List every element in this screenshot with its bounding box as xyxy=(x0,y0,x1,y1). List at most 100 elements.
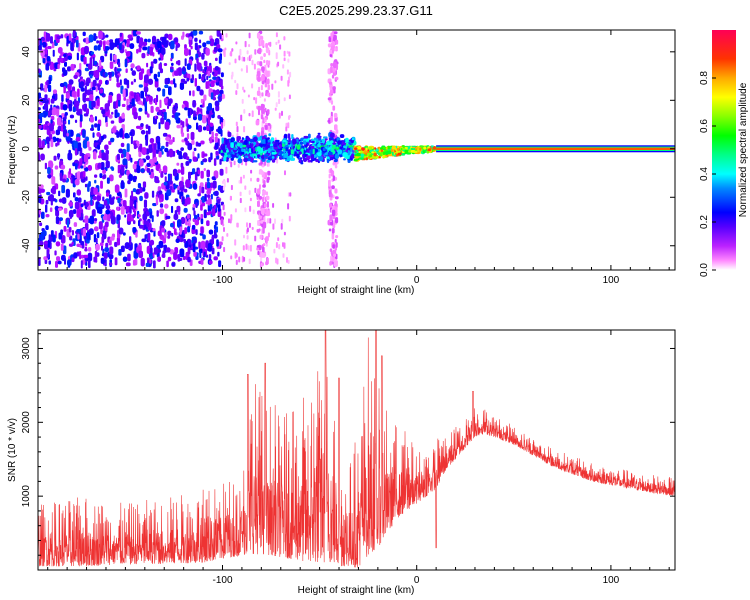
spectrogram-cell xyxy=(262,184,266,188)
spectrogram-cell xyxy=(197,169,201,175)
spectrogram-cell xyxy=(88,228,94,235)
spectrogram-cell xyxy=(62,178,67,183)
spectrogram-cell xyxy=(272,203,275,208)
spectrogram-cell xyxy=(161,145,165,150)
spectrogram-cell xyxy=(157,256,162,262)
spectrogram-cell xyxy=(144,111,148,115)
spectrogram-cell xyxy=(265,60,269,66)
spectrogram-cell xyxy=(55,129,61,136)
spectrogram-cell xyxy=(274,107,277,111)
spectrogram-cell xyxy=(184,227,188,234)
spectrogram-cell xyxy=(61,124,64,132)
spectrogram-cell xyxy=(197,193,201,197)
spectrogram-cell xyxy=(102,169,107,174)
spectrogram-cell xyxy=(108,239,112,246)
spectrogram-cell xyxy=(132,227,137,233)
spectrogram-cell xyxy=(265,144,270,149)
spectrogram-cell xyxy=(185,197,191,205)
spectrogram-cell xyxy=(159,208,165,215)
spectrogram-cell xyxy=(230,142,234,148)
spectrogram-cell xyxy=(82,139,88,149)
spectrogram-xtick-label: 100 xyxy=(603,275,620,286)
spectrogram-cell xyxy=(109,53,113,62)
spectrogram-cell xyxy=(197,113,203,121)
spectrogram-cell xyxy=(105,116,108,124)
spectrogram-cell xyxy=(280,75,283,81)
spectrogram-cell xyxy=(132,188,137,193)
spectrogram-cell xyxy=(105,209,111,215)
spectrogram-cell xyxy=(43,103,49,110)
spectrogram-cell xyxy=(196,62,202,71)
spectrogram-cell xyxy=(306,155,311,160)
spectrogram-cell xyxy=(260,85,263,91)
spectrogram-cell xyxy=(67,66,72,72)
spectrogram-cell xyxy=(77,197,82,203)
spectrogram-cell xyxy=(141,187,146,192)
spectrogram-cell xyxy=(282,64,285,69)
spectrogram-cell xyxy=(177,254,181,262)
spectrogram-cell xyxy=(317,149,320,153)
spectrogram-cell xyxy=(262,226,265,234)
spectrogram-cell xyxy=(329,149,332,152)
spectrogram-cell xyxy=(116,132,120,138)
spectrogram-cell xyxy=(329,49,333,54)
spectrogram-cell xyxy=(84,215,89,224)
spectrogram-cell xyxy=(182,31,185,38)
spectrogram-cell xyxy=(230,214,233,221)
spectrogram-cell xyxy=(248,156,252,159)
spectrogram-cell xyxy=(191,224,196,230)
snr-xlabel: Height of straight line (km) xyxy=(298,585,415,596)
spectrogram-cell xyxy=(187,256,191,263)
spectrogram-cell xyxy=(72,174,75,184)
spectrogram-cell xyxy=(221,137,224,143)
spectrogram-cell xyxy=(100,162,105,171)
snr-ytick-label: 2000 xyxy=(21,411,32,434)
spectrogram-cell xyxy=(323,136,328,139)
spectrogram-cell xyxy=(121,113,125,119)
spectrogram-cell xyxy=(93,45,98,51)
spectrogram-cell xyxy=(211,176,216,181)
spectrogram-cell xyxy=(345,143,349,146)
spectrogram-cell xyxy=(265,124,268,130)
spectrogram-cell xyxy=(84,85,87,93)
spectrogram-cell xyxy=(239,143,243,149)
spectrogram-cell xyxy=(371,151,375,154)
spectrogram-cell xyxy=(40,49,45,57)
spectrogram-cell xyxy=(228,154,231,158)
spectrogram-cell xyxy=(104,246,109,253)
spectrogram-cell xyxy=(96,98,100,106)
spectrogram-cell xyxy=(89,74,93,79)
spectrogram-cell xyxy=(254,49,257,55)
spectrogram-cell xyxy=(283,36,286,41)
spectrogram-cell xyxy=(85,176,88,181)
spectrogram-cell xyxy=(58,198,63,203)
spectrogram-cell xyxy=(329,261,332,266)
spectrogram-cell xyxy=(268,60,271,66)
spectrogram-cell xyxy=(116,82,121,88)
spectrogram-cell xyxy=(49,123,54,132)
spectrogram-cell xyxy=(106,40,111,46)
spectrogram-cell xyxy=(87,165,93,171)
spectrogram-cell xyxy=(234,239,237,246)
spectrogram-cell xyxy=(161,220,166,227)
spectrogram-cell xyxy=(39,112,45,118)
spectrogram-cell xyxy=(251,148,254,153)
spectrogram-cell xyxy=(188,49,191,56)
spectrogram-cell xyxy=(331,209,336,217)
spectrogram-cell xyxy=(242,174,245,179)
spectrogram-cell xyxy=(288,137,291,143)
spectrogram-cell xyxy=(69,235,73,241)
spectrogram-cell xyxy=(256,90,261,96)
spectrogram-cell xyxy=(55,216,60,225)
spectrogram-cell xyxy=(171,62,174,66)
spectrogram-cell xyxy=(247,94,250,98)
spectrogram-cell xyxy=(274,218,276,225)
spectrogram-cell xyxy=(253,63,256,70)
spectrogram-cell xyxy=(163,181,168,186)
spectrogram-cell xyxy=(164,78,169,85)
spectrogram-cell xyxy=(106,177,110,184)
spectrogram-cell xyxy=(261,40,265,47)
spectrogram-cell xyxy=(61,254,66,261)
spectrogram-cell xyxy=(85,136,89,142)
spectrogram-cell xyxy=(273,147,279,150)
